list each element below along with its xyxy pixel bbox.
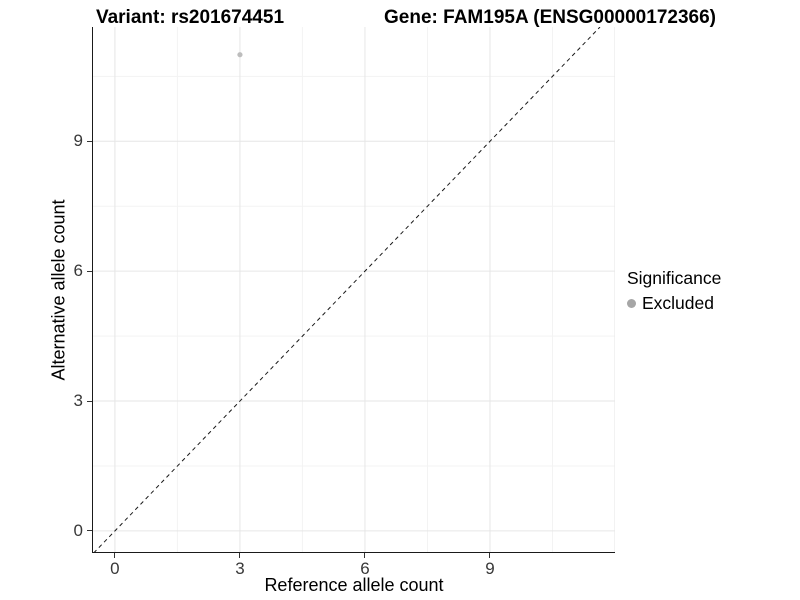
y-axis-title: Alternative allele count [48,199,69,381]
legend-item-label: Excluded [642,293,714,313]
x-tick-mark [239,553,241,558]
y-tick-label: 3 [73,391,83,411]
plot-title-variant: Variant: rs201674451 [95,7,285,28]
legend: Significance Excluded [627,268,721,314]
y-tick-mark [87,530,92,532]
y-tick-label: 9 [73,131,83,151]
x-tick-label: 6 [360,559,370,578]
data-point [237,52,243,58]
identity-line [93,27,601,553]
plot-title-gene: Gene: FAM195A (ENSG00000172366) [384,7,716,28]
x-tick-mark [114,553,116,558]
plot-canvas [92,27,615,553]
y-tick-label: 0 [73,520,83,540]
y-tick-label: 6 [73,261,83,281]
plot-panel [92,27,615,553]
legend-point-icon [627,299,636,308]
x-tick-label: 9 [485,559,495,578]
y-tick-mark [87,400,92,402]
x-tick-label: 0 [110,559,120,578]
legend-title: Significance [627,268,722,288]
legend-item-excluded: Excluded [627,293,721,314]
x-tick-label: 3 [235,559,245,578]
x-axis-title: Reference allele count [264,575,444,595]
x-tick-mark [489,553,491,558]
y-tick-mark [87,270,92,272]
y-tick-mark [87,140,92,142]
x-tick-mark [364,553,366,558]
